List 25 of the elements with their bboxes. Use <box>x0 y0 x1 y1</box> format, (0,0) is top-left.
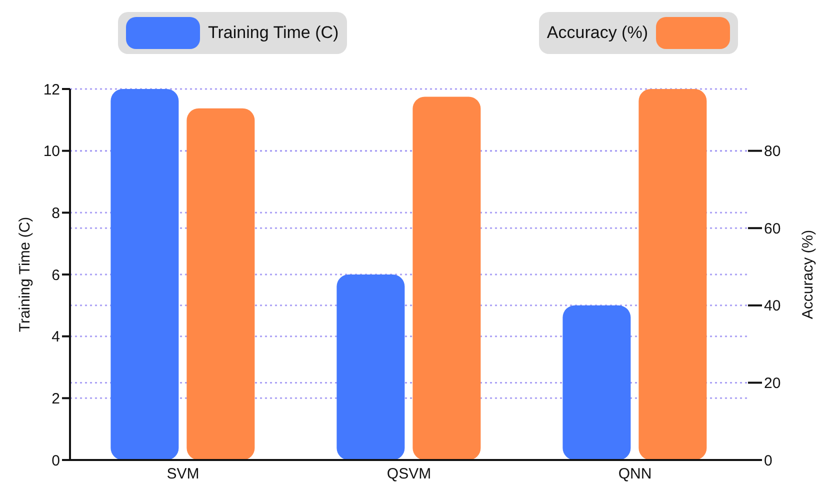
y2-tick-label: 60 <box>764 220 781 238</box>
y-tick-label: 8 <box>52 204 60 222</box>
x-tick-label: SVM <box>166 466 200 483</box>
legend-label: Training Time (C) <box>208 23 339 43</box>
y-tick-label: 6 <box>52 266 60 284</box>
y2-tick-label: 0 <box>764 452 772 470</box>
x-tick-label: QNN <box>618 466 652 483</box>
y-tick-label: 2 <box>52 390 60 408</box>
bar <box>412 96 481 460</box>
y-tick-label: 10 <box>43 143 60 160</box>
y2-axis-title: Accuracy (%) <box>799 230 816 320</box>
y2-tick-label: 20 <box>764 375 781 392</box>
y-tick-label: 0 <box>52 452 60 470</box>
y2-tick-label: 40 <box>764 298 781 315</box>
text: Accuracy (%) <box>546 23 648 43</box>
y-tick-label: 12 <box>43 81 60 98</box>
bar <box>336 274 405 460</box>
y-tick-label: 4 <box>52 328 60 346</box>
x-tick-label: QSVM <box>386 466 432 483</box>
y2-tick-label: 80 <box>764 143 781 160</box>
y-axis-title: Training Time (C) <box>16 216 34 332</box>
bar <box>186 108 255 460</box>
bar <box>638 89 707 460</box>
bar <box>110 89 179 460</box>
bar <box>562 305 631 460</box>
